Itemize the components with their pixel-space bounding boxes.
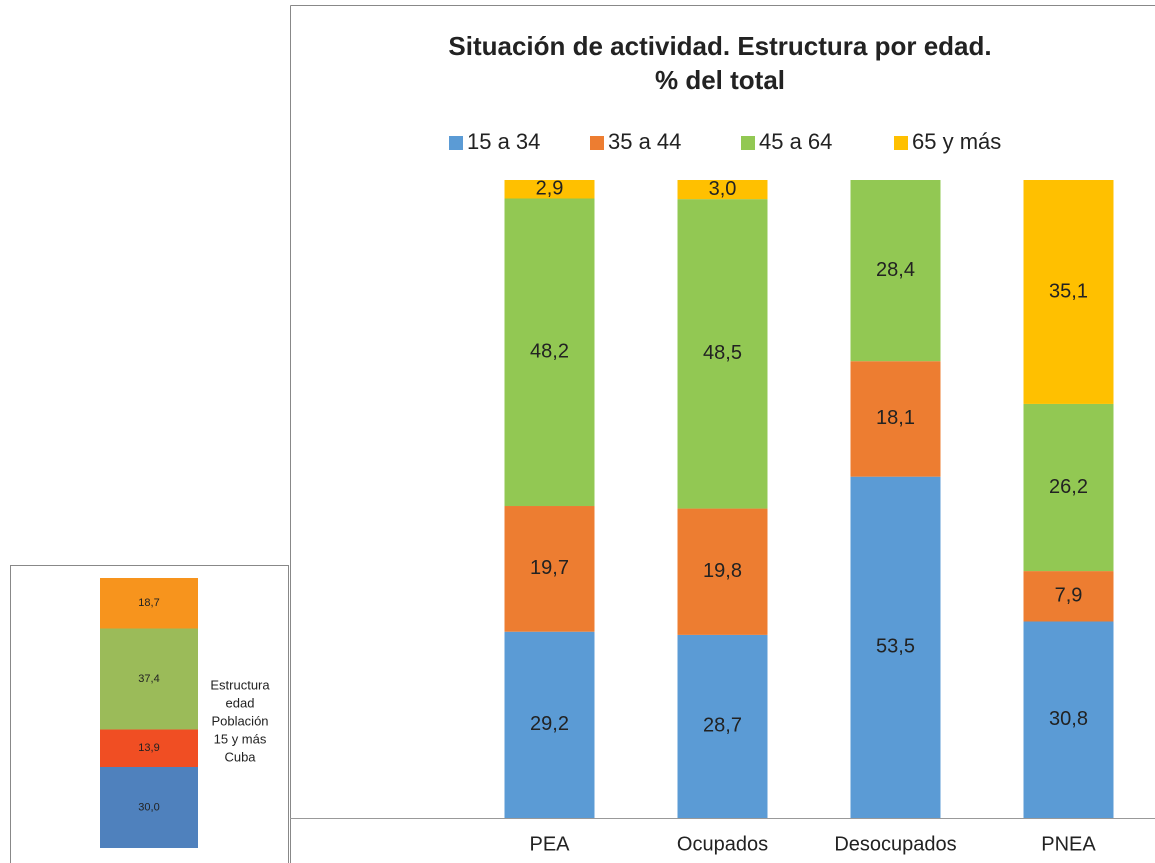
legend-label: 15 a 34 [467, 129, 540, 154]
data-label: 19,8 [703, 560, 742, 582]
legend-swatch [894, 136, 908, 150]
data-label: 18,7 [138, 597, 159, 609]
bar-segment [100, 628, 198, 730]
x-tick-label: Ocupados [677, 833, 768, 855]
data-label: 35,1 [1049, 280, 1088, 302]
bar-segment [850, 361, 941, 477]
data-label: 30,0 [138, 801, 159, 813]
data-label: 37,4 [138, 673, 159, 685]
data-label: 26,2 [1049, 476, 1088, 498]
bar-segment [850, 476, 941, 818]
data-label: 48,5 [703, 342, 742, 364]
data-label: 19,7 [530, 557, 569, 579]
chart-title: Situación de actividad. Estructura por e… [448, 31, 991, 61]
chart-title: Cuba [224, 749, 256, 764]
bar-segment [1023, 403, 1114, 572]
data-label: 7,9 [1055, 585, 1083, 607]
bar-segment [677, 180, 768, 200]
x-tick-label: PNEA [1041, 833, 1096, 855]
legend-swatch [590, 136, 604, 150]
legend-swatch [741, 136, 755, 150]
data-label: 28,7 [703, 715, 742, 737]
legend-label: 45 a 64 [759, 129, 832, 154]
bar-segment [504, 506, 595, 632]
chart-title: % del total [655, 65, 785, 95]
data-label: 30,8 [1049, 708, 1088, 730]
x-tick-label: PEA [529, 833, 570, 855]
bar-segment [504, 198, 595, 507]
x-tick-label: Desocupados [834, 833, 956, 855]
chart-title: edad [226, 695, 255, 710]
legend-label: 35 a 44 [608, 129, 681, 154]
data-label: 3,0 [709, 178, 737, 200]
data-label: 48,2 [530, 341, 569, 363]
chart-title: Población [211, 713, 268, 728]
inset-frame [10, 565, 289, 863]
data-label: 29,2 [530, 713, 569, 735]
bar-segment [504, 631, 595, 818]
bar-segment [504, 180, 595, 199]
data-label: 18,1 [876, 407, 915, 429]
bar-segment [100, 578, 198, 629]
bar-segment [100, 729, 198, 767]
bar-segment [677, 634, 768, 818]
bar-segment [1023, 621, 1114, 818]
bar-segment [850, 180, 941, 362]
data-label: 28,4 [876, 259, 915, 281]
data-label: 2,9 [536, 178, 564, 200]
bar-segment [1023, 571, 1114, 622]
bar-segment [100, 767, 198, 848]
chart-title: Estructura [210, 677, 270, 692]
bar-segment [1023, 180, 1114, 404]
legend-swatch [449, 136, 463, 150]
legend-label: 65 y más [912, 129, 1001, 154]
data-label: 13,9 [138, 742, 159, 754]
bar-segment [677, 199, 768, 509]
data-label: 53,5 [876, 636, 915, 658]
chart-title: 15 y más [214, 731, 267, 746]
bar-segment [677, 508, 768, 635]
